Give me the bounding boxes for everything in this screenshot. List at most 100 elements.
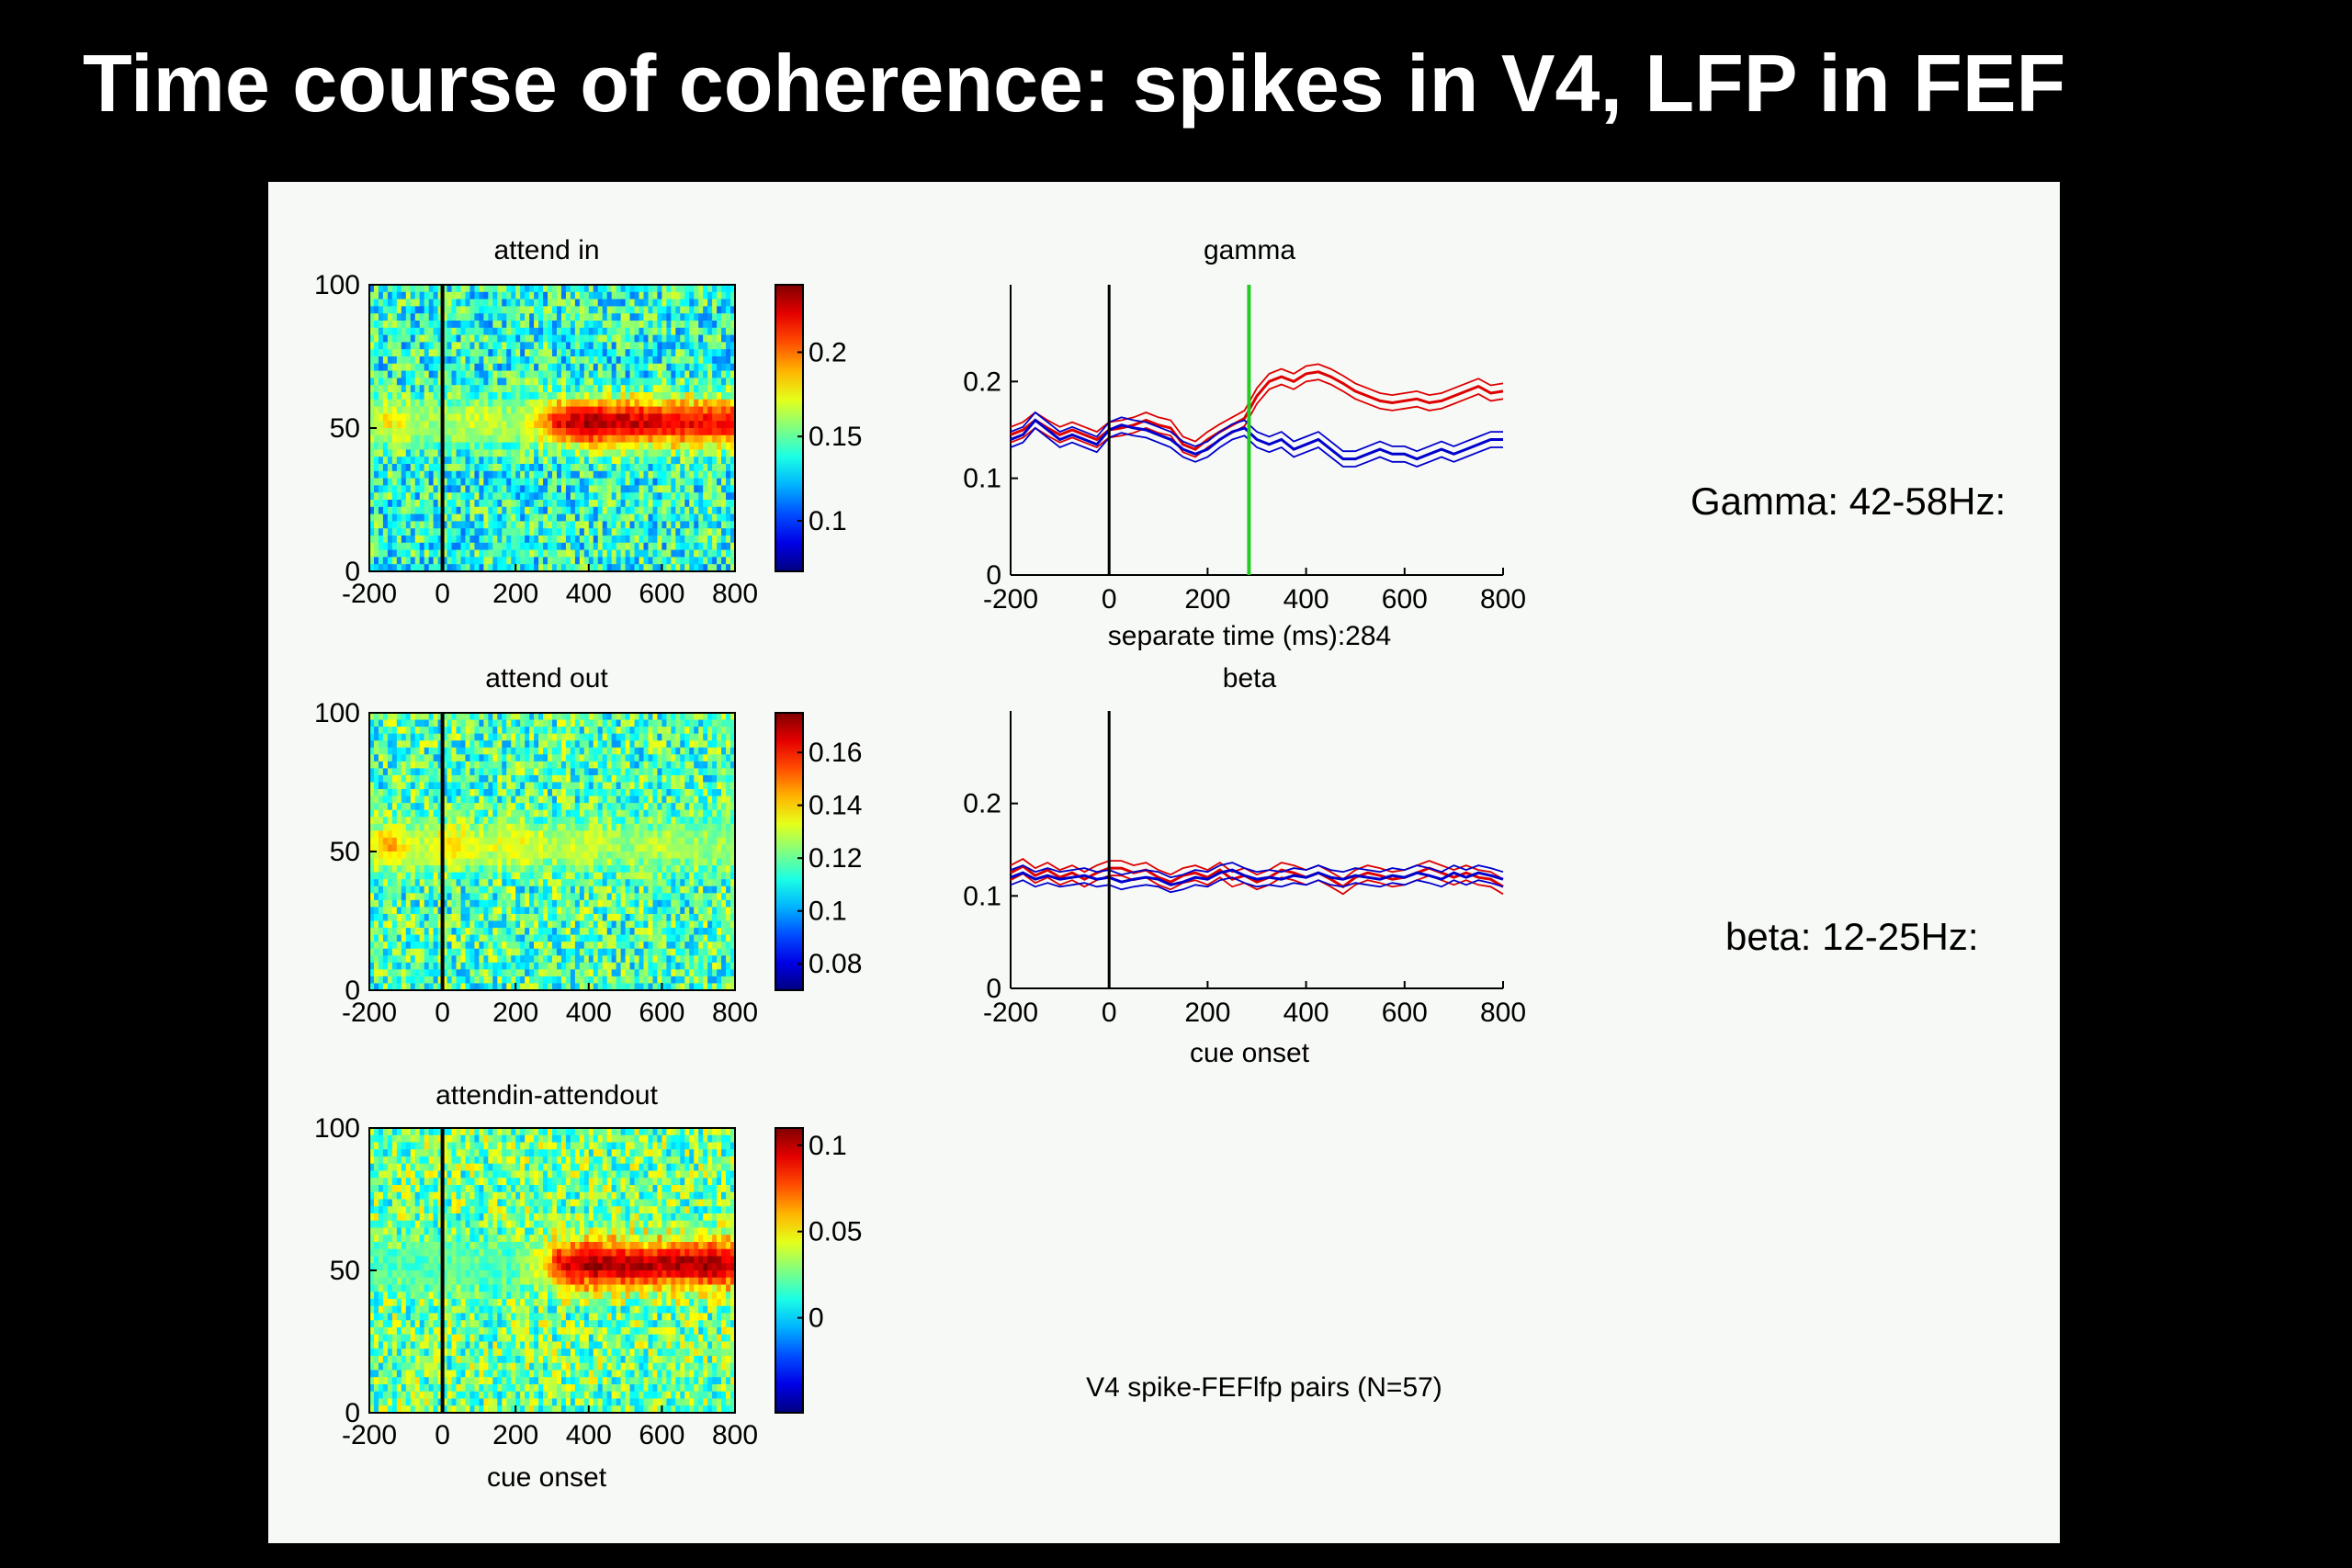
heatmap-cell — [382, 478, 389, 486]
heatmap-cell — [602, 291, 608, 300]
heatmap-cell — [721, 809, 727, 818]
heatmap-cell — [451, 823, 458, 831]
heatmap-cell — [414, 492, 421, 501]
heatmap-cell — [588, 542, 594, 551]
heatmap-cell — [726, 442, 731, 450]
heatmap-cell — [405, 421, 412, 429]
heatmap-cell — [474, 557, 480, 565]
heatmap-cell — [684, 564, 690, 572]
heatmap-cell — [502, 809, 507, 818]
heatmap-cell — [391, 740, 398, 749]
heatmap-cell — [529, 492, 535, 501]
heatmap-cell — [511, 774, 516, 784]
heatmap-cell — [565, 713, 571, 721]
heatmap-cell — [552, 747, 558, 755]
heatmap-cell — [488, 513, 493, 522]
heatmap-cell — [671, 313, 676, 321]
heatmap-cell — [437, 291, 444, 300]
heatmap-cell — [666, 774, 672, 784]
heatmap-cell — [424, 823, 430, 831]
heatmap-cell — [680, 782, 685, 790]
heatmap-cell — [428, 464, 435, 472]
heatmap-cell — [506, 313, 512, 321]
heatmap-cell — [620, 506, 627, 515]
heatmap-cell — [405, 837, 412, 846]
heatmap-cell — [378, 285, 384, 293]
heatmap-cell — [675, 521, 681, 529]
heatmap-cell — [694, 306, 699, 314]
heatmap-cell — [483, 858, 489, 866]
heatmap-cell — [552, 823, 558, 831]
heatmap-cell — [552, 789, 558, 797]
heatmap-cell — [666, 858, 672, 866]
heatmap-cell — [506, 349, 512, 357]
heatmap-cell — [369, 299, 375, 307]
heatmap-cell — [387, 557, 393, 565]
heatmap-cell — [465, 327, 471, 336]
heatmap-cell — [492, 782, 498, 790]
heatmap-cell — [565, 321, 571, 329]
heatmap-cell — [698, 733, 704, 741]
heatmap-cell — [424, 542, 430, 551]
heatmap-cell — [456, 392, 462, 400]
heatmap-cell — [666, 334, 672, 343]
heatmap-cell — [391, 536, 398, 544]
heatmap-cell — [684, 858, 690, 866]
heatmap-cell — [511, 844, 516, 852]
heatmap-cell — [634, 747, 640, 755]
heatmap-cell — [556, 428, 562, 436]
heatmap-cell — [502, 830, 507, 839]
heatmap-cell — [428, 768, 435, 776]
heatmap-cell — [556, 399, 562, 408]
heatmap-cell — [597, 803, 604, 811]
heatmap-cell — [469, 747, 476, 755]
heatmap-cell — [506, 830, 512, 839]
heatmap-cell — [525, 327, 530, 336]
heatmap-cell — [391, 428, 398, 436]
heatmap-cell — [721, 313, 727, 321]
heatmap-cell — [401, 434, 407, 444]
heatmap-cell — [456, 830, 462, 839]
heatmap-cell — [437, 342, 444, 350]
heatmap-cell — [520, 327, 526, 336]
heatmap-cell — [730, 513, 736, 522]
heatmap-cell — [726, 378, 731, 386]
heatmap-cell — [396, 399, 402, 408]
heatmap-cell — [730, 406, 736, 414]
heatmap-cell — [534, 809, 539, 818]
heatmap-cell — [492, 858, 498, 866]
heatmap-cell — [634, 740, 640, 749]
heatmap-cell — [529, 803, 535, 811]
heatmap-cell — [579, 521, 585, 529]
heatmap-cell — [437, 299, 444, 307]
heatmap-cell — [574, 464, 581, 472]
heatmap-cell — [474, 795, 480, 804]
heatmap-cell — [616, 356, 622, 365]
heatmap-cell — [684, 542, 690, 551]
heatmap-cell — [424, 299, 430, 307]
heatmap-cell — [602, 774, 608, 784]
heatmap-cell — [684, 782, 690, 790]
heatmap-cell — [419, 449, 425, 457]
heatmap-cell — [570, 349, 576, 357]
heatmap-cell — [730, 421, 736, 429]
heatmap-cell — [671, 768, 676, 776]
heatmap-cell — [652, 817, 659, 825]
heatmap-cell — [726, 528, 731, 536]
heatmap-cell — [515, 858, 521, 866]
heatmap-cell — [378, 349, 384, 357]
heatmap-cell — [525, 321, 530, 329]
heatmap-cell — [387, 470, 393, 479]
heatmap-cell — [703, 457, 708, 465]
heatmap-cell — [529, 356, 535, 365]
heatmap-cell — [671, 492, 676, 501]
heatmap-cell — [666, 313, 672, 321]
heatmap-cell — [419, 564, 425, 572]
heatmap-cell — [428, 442, 435, 450]
heatmap-cell — [583, 392, 590, 400]
heatmap-cell — [456, 795, 462, 804]
heatmap-cell — [474, 442, 480, 450]
heatmap-cell — [726, 385, 731, 393]
heatmap-cell — [597, 449, 604, 457]
heatmap-cell — [717, 313, 722, 321]
